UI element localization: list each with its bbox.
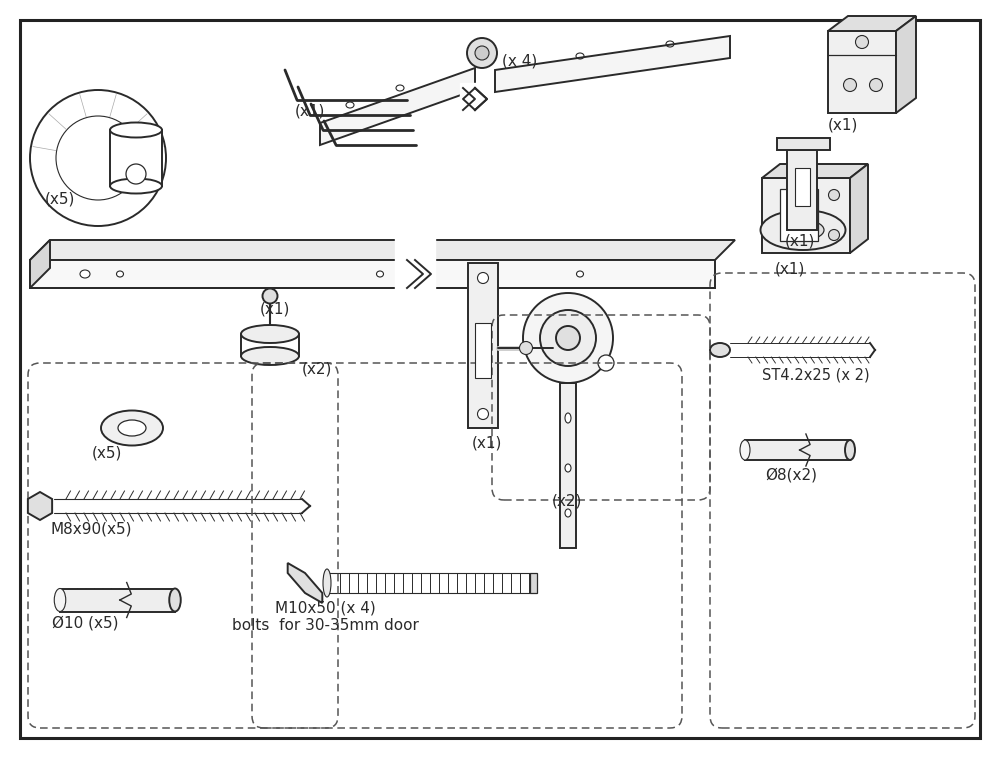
- Circle shape: [478, 272, 488, 283]
- Circle shape: [844, 79, 856, 92]
- Ellipse shape: [110, 178, 162, 193]
- Text: (x 4): (x 4): [502, 54, 537, 69]
- Polygon shape: [850, 164, 868, 253]
- Circle shape: [855, 36, 868, 49]
- Polygon shape: [320, 68, 475, 145]
- Circle shape: [523, 293, 613, 383]
- Bar: [795, 168, 810, 206]
- Ellipse shape: [576, 271, 584, 277]
- Circle shape: [556, 326, 580, 350]
- Text: M8x90(x5): M8x90(x5): [50, 521, 132, 536]
- Ellipse shape: [782, 220, 824, 240]
- Ellipse shape: [241, 347, 299, 365]
- Bar: [60, 588, 175, 612]
- Ellipse shape: [116, 271, 124, 277]
- Polygon shape: [288, 563, 322, 603]
- Ellipse shape: [565, 413, 571, 423]
- Text: (x1): (x1): [828, 118, 858, 133]
- Bar: [30, 260, 715, 288]
- Text: (x1): (x1): [472, 436, 502, 451]
- Text: (x2): (x2): [552, 494, 582, 509]
- Circle shape: [478, 409, 488, 419]
- Ellipse shape: [376, 271, 384, 277]
- Polygon shape: [560, 383, 576, 548]
- Bar: [762, 178, 850, 253]
- Circle shape: [870, 79, 883, 92]
- Circle shape: [262, 289, 278, 303]
- Ellipse shape: [80, 270, 90, 278]
- Text: ST4.2x25 (x 2): ST4.2x25 (x 2): [762, 368, 870, 383]
- Bar: [475, 323, 491, 378]
- Circle shape: [598, 355, 614, 371]
- Circle shape: [475, 46, 489, 60]
- Text: Ø10 (x5): Ø10 (x5): [52, 616, 119, 631]
- Circle shape: [520, 342, 532, 355]
- Polygon shape: [777, 138, 830, 150]
- Ellipse shape: [54, 588, 66, 612]
- Ellipse shape: [323, 569, 331, 597]
- Polygon shape: [395, 235, 435, 293]
- Ellipse shape: [740, 440, 750, 460]
- Bar: [530, 573, 537, 593]
- Circle shape: [467, 38, 497, 68]
- Text: (x5): (x5): [45, 191, 75, 206]
- Polygon shape: [762, 164, 868, 178]
- Text: (x2): (x2): [302, 361, 332, 376]
- Polygon shape: [30, 240, 50, 288]
- Ellipse shape: [761, 210, 846, 250]
- Text: (x5): (x5): [92, 446, 122, 461]
- Text: (x1): (x1): [295, 103, 325, 118]
- Ellipse shape: [845, 440, 855, 460]
- Polygon shape: [460, 83, 490, 115]
- Text: (x1): (x1): [260, 301, 290, 316]
- Ellipse shape: [118, 420, 146, 436]
- Text: (x1): (x1): [775, 261, 805, 276]
- Ellipse shape: [710, 343, 730, 357]
- Text: Ø8(x2): Ø8(x2): [765, 468, 817, 483]
- Polygon shape: [495, 36, 730, 92]
- Polygon shape: [30, 240, 735, 260]
- Circle shape: [126, 164, 146, 184]
- Circle shape: [540, 310, 596, 366]
- Ellipse shape: [101, 411, 163, 446]
- Ellipse shape: [795, 225, 811, 234]
- Bar: [745, 440, 850, 460]
- Bar: [828, 31, 896, 113]
- Polygon shape: [787, 150, 817, 230]
- Polygon shape: [828, 16, 916, 31]
- Circle shape: [828, 190, 840, 201]
- Ellipse shape: [241, 325, 299, 343]
- Polygon shape: [896, 16, 916, 113]
- Text: (x1): (x1): [785, 234, 815, 249]
- Ellipse shape: [565, 464, 571, 472]
- Bar: [110, 130, 162, 186]
- Bar: [780, 189, 818, 241]
- Polygon shape: [28, 492, 52, 520]
- Text: M10x50 (x 4)
bolts  for 30-35mm door: M10x50 (x 4) bolts for 30-35mm door: [232, 600, 418, 633]
- Bar: [468, 263, 498, 428]
- Ellipse shape: [565, 509, 571, 517]
- Ellipse shape: [169, 588, 181, 612]
- Ellipse shape: [110, 123, 162, 137]
- Circle shape: [828, 230, 840, 240]
